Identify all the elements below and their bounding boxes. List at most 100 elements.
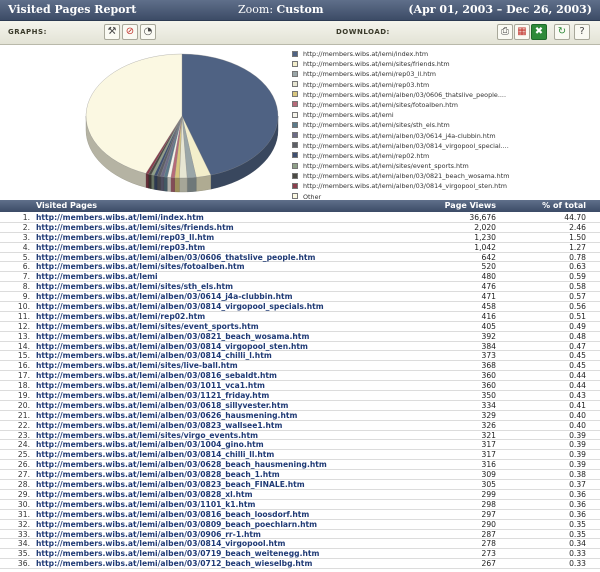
legend-swatch [292,132,298,138]
col-page-views[interactable]: Page Views [444,201,496,210]
page-views: 405 [481,321,497,331]
page-link[interactable]: http://members.wibs.at/lemi/rep03_ll.htm [36,232,215,242]
legend-swatch [292,60,298,67]
page-views: 326 [481,420,497,430]
legend-entry: http://members.wibs.at/lemi/alben/03/060… [292,90,592,100]
table-header: Visited Pages Page Views % of total [0,200,600,212]
percent-total: 0.36 [569,499,586,509]
page-link[interactable]: http://members.wibs.at/lemi/alben/03/100… [36,440,264,450]
page-link[interactable]: http://members.wibs.at/lemi/alben/03/061… [36,292,293,302]
page-views: 368 [481,361,497,371]
page-link[interactable]: http://members.wibs.at/lemi/alben/03/071… [36,559,313,569]
tools-icon[interactable]: ⚒ [104,24,120,40]
page-link[interactable]: http://members.wibs.at/lemi/alben/03/061… [36,400,289,410]
percent-total: 0.39 [569,450,586,460]
help-icon[interactable]: ? [574,24,590,40]
pie-slice-side [160,176,164,192]
table-row: 7. http://members.wibs.at/lemi 480 0.59 [0,272,600,283]
page-link[interactable]: http://members.wibs.at/lemi/alben/03/081… [36,302,324,312]
legend-swatch [292,70,298,77]
page-views: 520 [481,262,497,272]
page-link[interactable]: http://members.wibs.at/lemi/sites/event_… [36,321,259,331]
page-link[interactable]: http://members.wibs.at/lemi/alben/03/082… [36,489,253,499]
excel-icon[interactable]: ✖ [531,24,547,40]
col-pct-total[interactable]: % of total [542,201,586,210]
pie-slice [85,53,183,174]
table-row: 35. http://members.wibs.at/lemi/alben/03/… [0,549,600,560]
page-link[interactable]: http://members.wibs.at/lemi/alben/03/081… [36,341,308,351]
legend-entry: http://members.wibs.at/lemi/rep02.htm [292,151,592,161]
page-link[interactable]: http://members.wibs.at/lemi/alben/03/082… [36,420,283,430]
table-row: 14. http://members.wibs.at/lemi/alben/03/… [0,342,600,352]
pie-slice-side [186,177,197,193]
table-row: 5. http://members.wibs.at/lemi/alben/03/0… [0,253,600,263]
page-link[interactable]: http://members.wibs.at/lemi/alben/03/062… [36,410,298,420]
page-link[interactable]: http://members.wibs.at/lemi/alben/03/082… [36,480,305,490]
pie-slice-side [151,174,155,190]
pie-slice-side [179,177,188,193]
percent-total: 0.78 [569,252,586,262]
legend-entry: http://members.wibs.at/lemi/rep03.htm [292,80,592,90]
page-views: 298 [481,499,497,509]
page-views: 642 [481,252,497,262]
page-views: 360 [481,381,497,391]
page-link[interactable]: http://members.wibs.at/lemi/alben/03/062… [36,460,327,470]
zoom-indicator[interactable]: Zoom: Custom [238,3,324,16]
page-link[interactable]: http://members.wibs.at/lemi/sites/sth_el… [36,282,234,292]
page-link[interactable]: http://members.wibs.at/lemi/alben/03/081… [36,539,286,549]
page-link[interactable]: http://members.wibs.at/lemi/alben/03/110… [36,499,256,509]
print-icon[interactable]: ⎙ [497,24,513,40]
page-link[interactable]: http://members.wibs.at/lemi/sites/fotoal… [36,262,245,272]
page-link[interactable]: http://members.wibs.at/lemi/index.htm [36,213,204,222]
page-link[interactable]: http://members.wibs.at/lemi/alben/03/081… [36,450,275,460]
page-link[interactable]: http://members.wibs.at/lemi/alben/03/081… [36,509,310,519]
page-link[interactable]: http://members.wibs.at/lemi/sites/virgo_… [36,430,259,440]
page-link[interactable]: http://members.wibs.at/lemi/rep03.htm [36,242,206,252]
percent-total: 0.48 [569,331,586,341]
legend-entry: http://members.wibs.at/lemi/rep03_ll.htm [292,69,592,79]
row-number: 31. [17,509,30,519]
page-link[interactable]: http://members.wibs.at/lemi/alben/03/060… [36,252,316,262]
table-row: 27. http://members.wibs.at/lemi/alben/03/… [0,470,600,481]
page-link[interactable]: http://members.wibs.at/lemi/alben/03/112… [36,391,270,401]
page-link[interactable]: http://members.wibs.at/lemi/alben/03/090… [36,529,261,539]
legend-swatch [292,101,298,108]
page-link[interactable]: http://members.wibs.at/lemi/alben/03/081… [36,371,277,381]
page-link[interactable]: http://members.wibs.at/lemi [36,272,158,282]
page-views: 392 [481,331,497,341]
row-number: 6. [22,262,30,272]
legend-label: http://members.wibs.at/lemi/sites/event_… [303,162,469,171]
percent-total: 0.38 [569,470,586,480]
col-visited-pages[interactable]: Visited Pages [36,201,98,210]
page-link[interactable]: http://members.wibs.at/lemi/alben/03/071… [36,549,320,559]
row-number: 33. [17,529,30,539]
legend-swatch [292,111,298,118]
legend-entry: http://members.wibs.at/lemi/sites/sth_el… [292,120,592,130]
page-link[interactable]: http://members.wibs.at/lemi/alben/03/080… [36,519,318,529]
percent-total: 0.34 [569,539,586,549]
percent-total: 0.35 [569,519,586,529]
percent-total: 0.45 [569,351,586,361]
legend-label: Other [303,192,322,201]
pie-graph-icon[interactable]: ◔ [140,24,156,40]
page-link[interactable]: http://members.wibs.at/lemi/sites/live-b… [36,361,238,371]
page-link[interactable]: http://members.wibs.at/lemi/alben/03/081… [36,351,272,361]
page-link[interactable]: http://members.wibs.at/lemi/alben/03/082… [36,331,310,341]
page-link[interactable]: http://members.wibs.at/lemi/sites/friend… [36,222,234,232]
pie-slice-side [167,177,172,192]
legend-entry: http://members.wibs.at/lemi/sites/fotoal… [292,100,592,110]
table-row: 17. http://members.wibs.at/lemi/alben/03/… [0,371,600,382]
table-row: 24. http://members.wibs.at/lemi/alben/03/… [0,440,600,451]
page-link[interactable]: http://members.wibs.at/lemi/alben/03/101… [36,381,265,391]
page-link[interactable]: http://members.wibs.at/lemi/alben/03/082… [36,470,280,480]
refresh-icon[interactable]: ↻ [554,24,570,40]
page-link[interactable]: http://members.wibs.at/lemi/rep02.htm [36,311,206,321]
pdf-icon[interactable]: ▦ [514,24,530,40]
legend-swatch [292,152,298,159]
legend-label: http://members.wibs.at/lemi/alben/03/081… [303,182,507,191]
date-range: (Apr 01, 2003 – Dec 26, 2003) [408,3,592,16]
legend-entry: http://members.wibs.at/lemi/index.htm [292,49,592,59]
no-graph-icon[interactable]: ⊘ [122,24,138,40]
percent-total: 0.51 [569,311,586,321]
page-views: 2,020 [474,222,496,232]
